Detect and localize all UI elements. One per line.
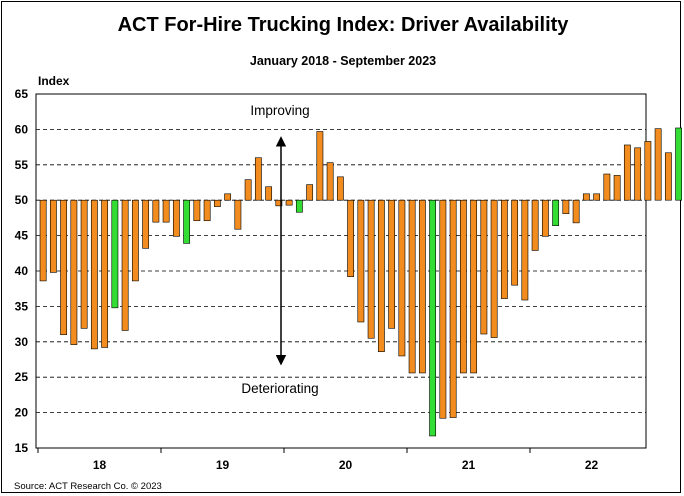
bar-Aug-21: [480, 199, 488, 335]
bar-Jul-21: [470, 199, 478, 374]
bar-Feb-23: [664, 152, 672, 201]
annotation-deteriorating: Deteriorating: [241, 381, 318, 396]
x-tick-label: 22: [585, 458, 599, 472]
bar-Jun-19: [213, 199, 221, 207]
bar-Dec-20: [398, 199, 406, 357]
x-tick-label: 20: [339, 458, 353, 472]
bar-Nov-18: [142, 199, 150, 249]
bar-May-18: [80, 199, 88, 329]
bar-Sep-19: [244, 179, 252, 201]
bar-Apr-20: [316, 131, 324, 201]
bar-Jul-22: [593, 193, 601, 201]
bar-Jan-20: [285, 199, 293, 206]
y-tick-label: 60: [15, 122, 29, 136]
bar-Mar-22: [552, 199, 560, 226]
bar-May-21: [449, 199, 457, 418]
bar-Jan-23: [654, 128, 662, 201]
y-tick-label: 20: [15, 406, 29, 420]
bar-Jul-19: [224, 193, 232, 201]
bar-Aug-18: [111, 199, 119, 309]
y-tick-label: 15: [15, 441, 29, 455]
x-tick-label: 18: [93, 458, 107, 472]
bar-Jun-21: [459, 199, 467, 374]
y-tick-label: 55: [15, 158, 29, 172]
bar-Dec-18: [152, 199, 160, 223]
bar-Mar-23: [675, 127, 682, 201]
bar-Aug-19: [234, 199, 242, 230]
x-tick-label: 19: [216, 458, 230, 472]
bar-Sep-22: [613, 175, 621, 201]
bar-Feb-19: [172, 199, 180, 237]
bar-Jan-19: [162, 199, 170, 223]
bar-Apr-19: [193, 199, 201, 222]
bar-Nov-22: [634, 147, 642, 201]
y-tick-label: 25: [15, 370, 29, 384]
bar-Nov-19: [265, 186, 273, 201]
bar-May-20: [326, 162, 334, 201]
bar-Nov-20: [388, 199, 396, 329]
bar-Oct-19: [254, 157, 262, 201]
y-axis-label: Index: [38, 74, 70, 88]
bar-Jan-22: [531, 199, 539, 251]
bar-Nov-21: [511, 199, 519, 286]
y-tick-label: 35: [15, 299, 29, 313]
bar-Mar-21: [429, 199, 437, 437]
y-tick-label: 65: [15, 87, 29, 101]
bar-Jul-20: [347, 199, 355, 277]
bar-Feb-21: [418, 199, 426, 374]
bar-Aug-20: [357, 199, 365, 323]
bar-Oct-18: [131, 199, 139, 282]
y-tick-label: 40: [15, 264, 29, 278]
bar-Jan-18: [39, 199, 47, 282]
plot-area: 1520253035404550556065181920212223Improv…: [15, 87, 682, 472]
bar-Feb-22: [541, 199, 549, 237]
bar-Dec-21: [521, 199, 529, 301]
bar-Jun-18: [90, 199, 98, 350]
bar-Apr-22: [562, 199, 570, 214]
bar-Feb-20: [295, 199, 303, 213]
bar-Jun-22: [582, 193, 590, 201]
bar-Mar-18: [60, 199, 68, 336]
bar-Jul-18: [101, 199, 109, 348]
bar-Jan-21: [408, 199, 416, 374]
bar-Sep-21: [490, 199, 498, 338]
x-tick-label: 21: [462, 458, 476, 472]
bar-Jun-20: [336, 176, 344, 201]
bar-Oct-21: [500, 199, 508, 299]
bar-Dec-22: [644, 141, 652, 201]
bar-Sep-18: [121, 199, 129, 331]
y-tick-label: 30: [15, 335, 29, 349]
bar-May-22: [572, 199, 580, 224]
bar-Apr-18: [70, 199, 78, 345]
bar-Mar-19: [183, 199, 191, 244]
y-tick-label: 50: [15, 193, 29, 207]
source-note: Source: ACT Research Co. © 2023: [14, 481, 162, 492]
y-tick-label: 45: [15, 229, 29, 243]
chart-subtitle: January 2018 - September 2023: [250, 54, 436, 68]
bar-Sep-20: [367, 199, 375, 339]
bar-Feb-18: [49, 199, 57, 273]
bar-Apr-21: [439, 199, 447, 419]
bar-May-19: [203, 199, 211, 222]
bar-Oct-22: [623, 144, 631, 201]
bar-Aug-22: [603, 173, 611, 201]
bar-Mar-20: [306, 184, 314, 201]
annotation-improving: Improving: [250, 103, 309, 118]
chart-title: ACT For-Hire Trucking Index: Driver Avai…: [118, 14, 570, 36]
bar-Oct-20: [377, 199, 385, 353]
